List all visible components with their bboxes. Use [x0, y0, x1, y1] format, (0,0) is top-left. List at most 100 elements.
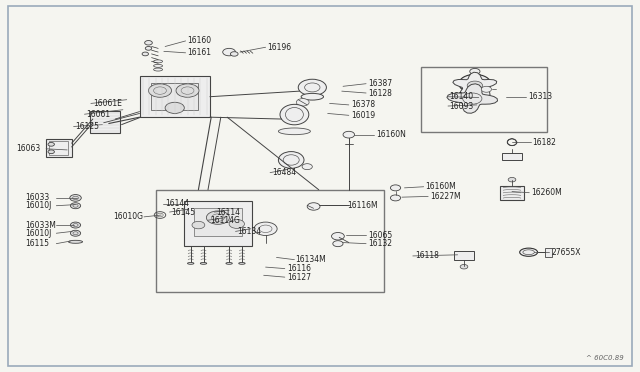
Text: 16160N: 16160N [376, 130, 406, 139]
Text: 16196: 16196 [268, 43, 292, 52]
Ellipse shape [280, 105, 309, 125]
Text: 16114: 16114 [216, 208, 241, 217]
Text: 16378: 16378 [351, 100, 375, 109]
Circle shape [307, 203, 320, 210]
Text: 16145: 16145 [172, 208, 196, 217]
Text: 16010J: 16010J [26, 201, 52, 210]
Ellipse shape [278, 152, 304, 168]
Text: 16118: 16118 [415, 251, 438, 260]
Text: 16065: 16065 [368, 231, 392, 240]
Bar [421, 67, 547, 132]
Text: ^ 60C0.89: ^ 60C0.89 [586, 355, 624, 361]
Circle shape [148, 84, 172, 97]
Ellipse shape [154, 60, 163, 63]
Text: 16019: 16019 [351, 111, 375, 120]
Bar [46, 139, 72, 157]
Bar [194, 208, 242, 236]
Text: 16144: 16144 [165, 199, 189, 208]
Circle shape [459, 74, 491, 93]
Text: 16061: 16061 [86, 110, 111, 119]
Text: 16160M: 16160M [426, 182, 456, 191]
Ellipse shape [520, 248, 538, 256]
Text: 16313: 16313 [528, 92, 552, 101]
Circle shape [508, 177, 516, 182]
Text: 16387: 16387 [368, 79, 392, 88]
Circle shape [176, 84, 199, 97]
Text: 16093: 16093 [449, 102, 474, 110]
Text: 16134: 16134 [237, 227, 261, 236]
Bar [156, 190, 384, 292]
Ellipse shape [154, 64, 163, 67]
Circle shape [298, 79, 326, 96]
Ellipse shape [278, 128, 310, 135]
Text: 16134M: 16134M [296, 255, 326, 264]
Text: 16484: 16484 [272, 168, 296, 177]
Text: 16260M: 16260M [531, 188, 562, 197]
Text: 16114G: 16114G [210, 216, 240, 225]
Text: 16063: 16063 [16, 144, 40, 153]
Text: 16033: 16033 [26, 193, 50, 202]
Text: 16116M: 16116M [348, 201, 378, 210]
Bar [49, 141, 68, 155]
Text: 16127: 16127 [287, 273, 311, 282]
Circle shape [192, 221, 205, 229]
Bar [151, 83, 198, 110]
Circle shape [467, 81, 483, 90]
Bar [454, 251, 474, 260]
Text: 16161: 16161 [188, 48, 211, 57]
Circle shape [70, 230, 81, 236]
Text: 16227M: 16227M [430, 192, 461, 201]
Circle shape [390, 185, 401, 191]
Circle shape [142, 52, 148, 56]
Bar [500, 186, 524, 200]
Ellipse shape [469, 74, 481, 77]
Circle shape [332, 232, 344, 240]
Text: 27655X: 27655X [552, 248, 581, 257]
Circle shape [165, 102, 184, 113]
Circle shape [223, 48, 236, 56]
Circle shape [343, 131, 355, 138]
Circle shape [145, 46, 152, 50]
Bar [90, 111, 120, 133]
Text: 16010J: 16010J [26, 229, 52, 238]
Text: 16033M: 16033M [26, 221, 56, 230]
Ellipse shape [68, 240, 83, 243]
Circle shape [390, 195, 401, 201]
Circle shape [145, 41, 152, 45]
Ellipse shape [200, 263, 207, 264]
Ellipse shape [188, 263, 194, 264]
Text: 16132: 16132 [368, 239, 392, 248]
Text: 16140: 16140 [449, 92, 474, 101]
Text: 16128: 16128 [368, 89, 392, 97]
Circle shape [470, 68, 480, 74]
Ellipse shape [226, 263, 232, 264]
Polygon shape [453, 72, 497, 97]
Text: 16116: 16116 [287, 264, 311, 273]
Bar [184, 201, 252, 246]
Circle shape [460, 264, 468, 269]
Text: 16115: 16115 [26, 239, 50, 248]
Circle shape [481, 86, 492, 92]
Circle shape [296, 99, 309, 106]
Bar [545, 248, 552, 257]
Bar [140, 76, 210, 117]
Text: 16125: 16125 [76, 122, 100, 131]
Circle shape [206, 211, 230, 224]
Circle shape [48, 150, 54, 154]
Circle shape [70, 195, 81, 201]
Ellipse shape [239, 263, 245, 264]
Text: 16061E: 16061E [93, 99, 122, 108]
Bar [502, 153, 522, 160]
Ellipse shape [154, 68, 163, 71]
Text: 16010G: 16010G [113, 212, 143, 221]
Circle shape [302, 164, 312, 170]
Circle shape [70, 222, 81, 228]
Circle shape [230, 52, 238, 56]
Circle shape [254, 222, 277, 235]
Ellipse shape [301, 93, 323, 100]
Polygon shape [447, 84, 497, 113]
Circle shape [48, 142, 54, 146]
Circle shape [333, 241, 343, 247]
Circle shape [229, 219, 244, 228]
Circle shape [70, 203, 81, 209]
